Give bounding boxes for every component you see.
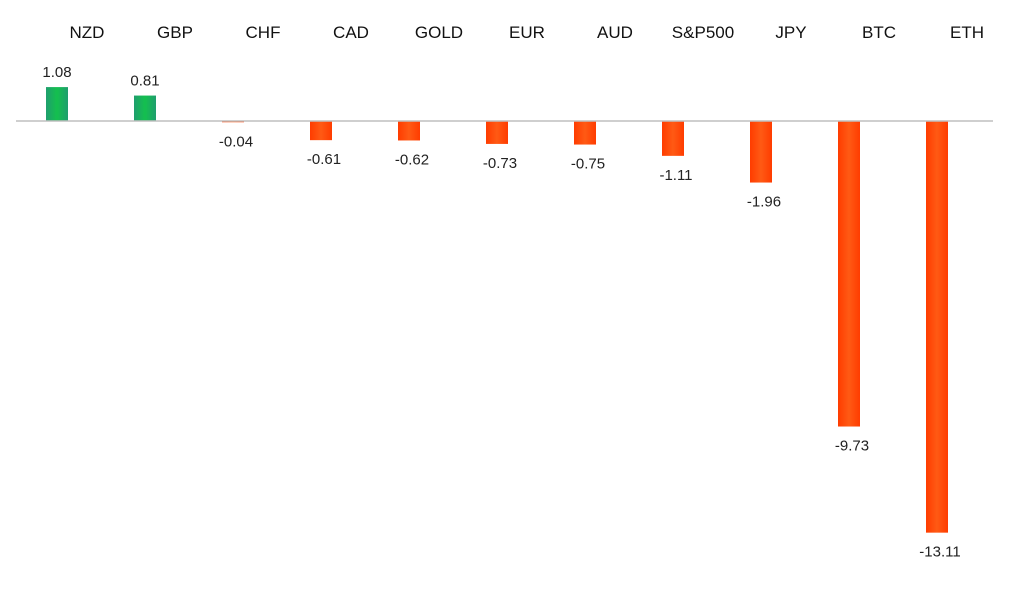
bar-cad (310, 121, 332, 141)
bar-gbp (134, 95, 156, 121)
value-label-gold: -0.62 (395, 151, 429, 168)
value-label-gbp: 0.81 (130, 73, 159, 90)
category-labels: NZD GBP CHF CAD GOLD EUR AUD S&P500 JPY BTC ETH (70, 23, 984, 42)
bars (46, 87, 948, 533)
value-label-eur: -0.73 (483, 155, 517, 172)
bar-eur (486, 121, 508, 144)
category-label-jpy: JPY (775, 23, 806, 42)
value-label-s-p500: -1.11 (659, 167, 692, 184)
bar-jpy (750, 121, 772, 183)
bar-btc (838, 121, 860, 427)
bar-aud (574, 121, 596, 145)
category-label-aud: AUD (597, 23, 633, 42)
value-label-aud: -0.75 (571, 156, 605, 173)
value-labels: 1.08 0.81 -0.04 -0.61 -0.62 -0.73 -0.75 -1.11 -1… (42, 64, 960, 561)
value-label-chf: -0.04 (219, 133, 253, 150)
bar-eth (926, 121, 948, 533)
bar-s-p500 (662, 121, 684, 156)
category-label-eth: ETH (950, 23, 984, 42)
category-label-nzd: NZD (70, 23, 105, 42)
category-label-btc: BTC (862, 23, 896, 42)
value-label-jpy: -1.96 (747, 194, 781, 211)
category-label-cad: CAD (333, 23, 369, 42)
category-label-chf: CHF (246, 23, 281, 42)
value-label-btc: -9.73 (835, 438, 869, 455)
bar-gold (398, 121, 420, 141)
bar-nzd (46, 87, 68, 121)
category-label-gold: GOLD (415, 23, 463, 42)
value-label-nzd: 1.08 (42, 64, 71, 81)
category-label-s-p500: S&P500 (672, 23, 734, 42)
value-label-eth: -13.11 (919, 544, 960, 561)
value-label-cad: -0.61 (307, 151, 341, 168)
category-label-eur: EUR (509, 23, 545, 42)
category-label-gbp: GBP (157, 23, 193, 42)
